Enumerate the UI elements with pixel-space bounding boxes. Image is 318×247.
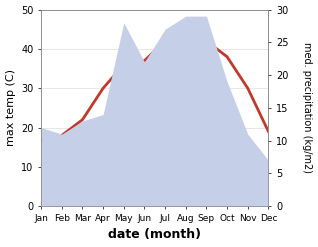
Y-axis label: max temp (C): max temp (C) [5,69,16,146]
X-axis label: date (month): date (month) [108,228,201,242]
Y-axis label: med. precipitation (kg/m2): med. precipitation (kg/m2) [302,42,313,173]
